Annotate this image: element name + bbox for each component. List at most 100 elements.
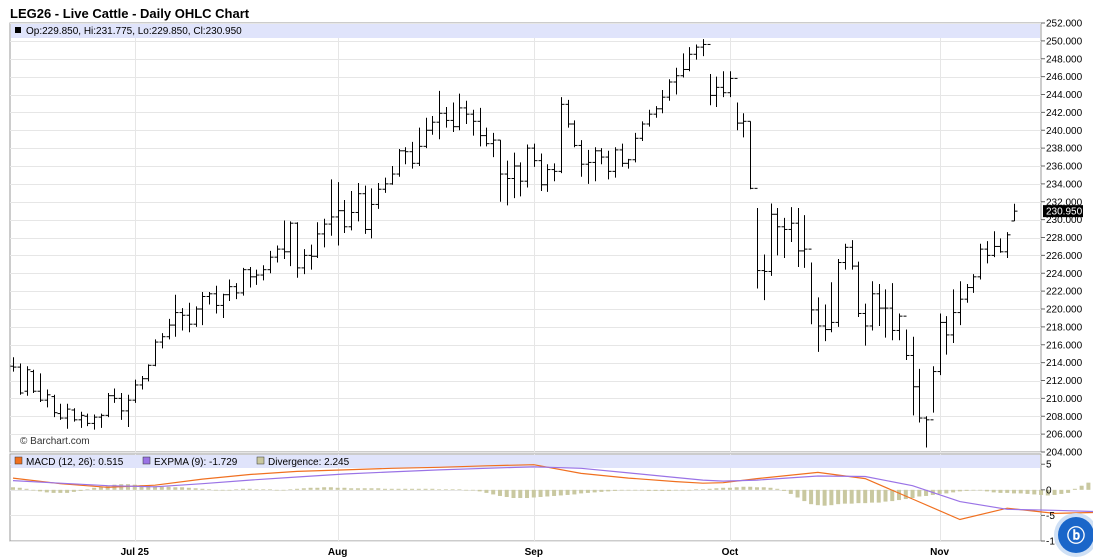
macd-line xyxy=(12,464,1093,521)
divergence-bar xyxy=(247,488,252,490)
divergence-bar xyxy=(633,489,638,491)
divergence-bar xyxy=(491,489,496,495)
ohlc-bar xyxy=(287,221,294,267)
macd-axis-label: 0 xyxy=(1046,485,1052,496)
divergence-bar xyxy=(1072,488,1077,490)
divergence-bar xyxy=(1052,489,1057,495)
divergence-bar xyxy=(369,488,374,490)
divergence-bars xyxy=(11,482,1091,506)
price-axis[interactable]: 252.000 250.000 248.000 246.000 244.000 242.0… xyxy=(1041,19,1083,459)
divergence-bar xyxy=(775,488,780,490)
ohlc-bar xyxy=(199,292,206,326)
divergence-bar xyxy=(727,487,732,490)
ohlc-bar xyxy=(166,318,173,340)
divergence-bar xyxy=(640,489,645,491)
divergence-bar xyxy=(626,489,631,491)
ohlc-bar xyxy=(578,140,585,177)
divergence-bar xyxy=(180,487,185,490)
ohlc-bar xyxy=(964,283,971,303)
divergence-bar xyxy=(220,489,225,491)
divergence-bar xyxy=(842,489,847,504)
divergence-bar xyxy=(991,489,996,493)
ohlc-bar xyxy=(795,208,802,267)
assistant-button[interactable]: ⓑ xyxy=(1058,517,1093,553)
divergence-bar xyxy=(437,489,442,490)
ohlc-bar xyxy=(646,109,653,127)
divergence-bar xyxy=(410,488,415,490)
divergence-bar xyxy=(680,489,685,491)
ohlc-bar xyxy=(937,313,944,376)
ohlc-bar xyxy=(822,304,829,342)
ohlc-bar xyxy=(788,207,795,242)
divergence-bar xyxy=(579,489,584,494)
divergence-bar xyxy=(984,489,989,492)
divergence-bar xyxy=(707,488,712,490)
divergence-bar xyxy=(146,485,151,490)
ohlc-bar xyxy=(910,336,917,416)
ohlc-bar xyxy=(382,177,389,193)
ohlc-bar xyxy=(747,120,754,190)
divergence-bar xyxy=(423,488,428,490)
divergence-bar xyxy=(78,489,83,491)
divergence-bar xyxy=(382,488,387,490)
macd-axis-label: -5 xyxy=(1046,511,1055,522)
divergence-bar xyxy=(917,489,922,497)
divergence-bar xyxy=(890,489,895,502)
ohlc-swatch xyxy=(15,27,21,33)
ohlc-bar xyxy=(558,97,565,174)
ohlc-bar xyxy=(51,394,58,418)
ohlc-bar xyxy=(64,403,71,429)
price-axis-label: 224.000 xyxy=(1046,269,1083,280)
divergence-bar xyxy=(430,488,435,490)
divergence-bar xyxy=(687,489,692,491)
divergence-legend-swatch xyxy=(256,456,265,465)
divergence-bar xyxy=(653,489,658,491)
price-axis-label: 226.000 xyxy=(1046,251,1083,262)
divergence-bar xyxy=(558,489,563,496)
divergence-bar xyxy=(809,489,814,505)
divergence-bar xyxy=(646,489,651,491)
divergence-bar xyxy=(166,486,171,490)
divergence-bar xyxy=(1012,489,1016,494)
ohlc-bar xyxy=(720,71,727,98)
divergence-bar xyxy=(667,489,672,491)
divergence-bar xyxy=(910,489,915,499)
ohlc-bar xyxy=(57,403,64,420)
ohlc-bar xyxy=(693,44,700,60)
ohlc-bar xyxy=(132,379,139,403)
ohlc-bar xyxy=(855,261,862,318)
divergence-bar xyxy=(227,489,232,491)
ohlc-bar xyxy=(740,113,747,138)
ohlc-bar xyxy=(402,147,409,165)
ohlc-bar xyxy=(152,339,159,367)
divergence-bar xyxy=(876,489,881,503)
ohlc-bar xyxy=(511,152,518,199)
ohlc-bar xyxy=(835,258,842,327)
ohlc-bar xyxy=(37,373,44,402)
ohlc-bar xyxy=(531,143,538,167)
expma-line xyxy=(12,466,1093,513)
ohlc-bar xyxy=(78,411,85,428)
divergence-bar xyxy=(376,488,381,490)
ohlc-bar xyxy=(247,266,254,288)
divergence-bar xyxy=(971,489,976,491)
macd-axis[interactable]: 5 0 -5 -10 xyxy=(1041,460,1061,548)
divergence-bar xyxy=(802,489,807,502)
divergence-bar xyxy=(288,489,293,490)
ohlc-bar xyxy=(639,121,646,141)
ohlc-bar xyxy=(375,182,382,209)
divergence-bar xyxy=(944,489,949,494)
date-axis[interactable]: Jul 25AugSepOctNovDec xyxy=(121,547,1093,558)
divergence-bar xyxy=(58,489,63,493)
ohlc-bar xyxy=(673,67,680,95)
divergence-bar xyxy=(768,487,773,490)
macd-legend-swatch xyxy=(14,456,23,465)
ohlc-bar xyxy=(497,139,504,202)
divergence-bar xyxy=(328,487,333,490)
ohlc-bar xyxy=(997,238,1004,253)
expma-legend-swatch xyxy=(142,456,151,465)
price-axis-label: 230.000 xyxy=(1046,215,1083,226)
last-price-label: 230.950 xyxy=(1046,207,1083,218)
ohlc-readout-band xyxy=(11,24,1040,38)
